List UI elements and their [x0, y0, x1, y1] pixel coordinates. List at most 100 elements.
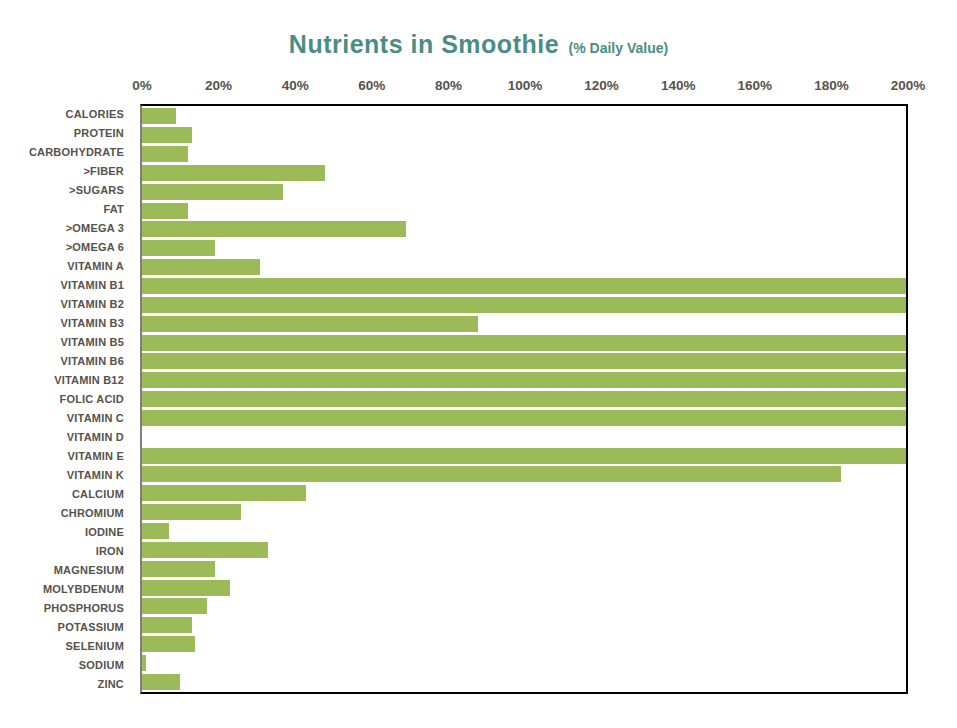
bar: [142, 353, 906, 369]
category-label: VITAMIN B2: [0, 294, 133, 313]
bar: [142, 523, 169, 539]
category-label: VITAMIN B6: [0, 351, 133, 370]
category-label: CHROMIUM: [0, 504, 133, 523]
x-tick-label: 40%: [282, 78, 309, 93]
category-label: VITAMIN K: [0, 466, 133, 485]
bar-row: [142, 672, 906, 691]
x-tick-label: 120%: [584, 78, 619, 93]
bar-row: [142, 597, 906, 616]
category-label: VITAMIN B5: [0, 332, 133, 351]
bar-row: [142, 314, 906, 333]
bar: [142, 278, 906, 294]
bar: [142, 655, 146, 671]
bar-row: [142, 503, 906, 522]
x-tick-label: 0%: [132, 78, 152, 93]
category-label: PROTEIN: [0, 123, 133, 142]
bar: [142, 108, 176, 124]
bar-row: [142, 107, 906, 126]
x-axis: 0%20%40%60%80%100%120%140%160%180%200%: [142, 78, 908, 96]
bar: [142, 297, 906, 313]
bar: [142, 391, 906, 407]
category-label: IODINE: [0, 523, 133, 542]
category-label: VITAMIN B1: [0, 275, 133, 294]
bar-row: [142, 446, 906, 465]
x-tick-label: 60%: [358, 78, 385, 93]
bar: [142, 316, 478, 332]
bar: [142, 561, 215, 577]
bar: [142, 146, 188, 162]
bar-row: [142, 258, 906, 277]
chart-canvas: Nutrients in Smoothie (% Daily Value) 0%…: [0, 0, 957, 728]
category-label: FAT: [0, 199, 133, 218]
category-label: CALORIES: [0, 104, 133, 123]
chart-title-main: Nutrients in Smoothie: [289, 30, 559, 58]
bar-row: [142, 578, 906, 597]
bar-row: [142, 653, 906, 672]
category-label: VITAMIN C: [0, 409, 133, 428]
bar-row: [142, 371, 906, 390]
bar-row: [142, 164, 906, 183]
category-label: SODIUM: [0, 656, 133, 675]
x-tick-label: 140%: [661, 78, 696, 93]
bar-row: [142, 465, 906, 484]
bar: [142, 165, 325, 181]
bar: [142, 485, 306, 501]
bar-row: [142, 484, 906, 503]
bar: [142, 335, 906, 351]
category-label: POTASSIUM: [0, 618, 133, 637]
chart-title-suffix: (% Daily Value): [569, 40, 669, 56]
bar-row: [142, 220, 906, 239]
category-label: VITAMIN B3: [0, 313, 133, 332]
x-tick-label: 80%: [435, 78, 462, 93]
bar: [142, 410, 906, 426]
bar: [142, 184, 283, 200]
bar: [142, 580, 230, 596]
bar-row: [142, 427, 906, 446]
bar: [142, 259, 260, 275]
bar-row: [142, 409, 906, 428]
x-tick-label: 20%: [205, 78, 232, 93]
bar: [142, 636, 195, 652]
category-label: PHOSPHORUS: [0, 599, 133, 618]
category-label: FOLIC ACID: [0, 389, 133, 408]
bar: [142, 203, 188, 219]
category-label: VITAMIN B12: [0, 370, 133, 389]
bar: [142, 127, 192, 143]
plot-area: [140, 104, 908, 694]
bar: [142, 542, 268, 558]
bar: [142, 240, 215, 256]
bar-row: [142, 277, 906, 296]
category-label: MAGNESIUM: [0, 561, 133, 580]
bar-row: [142, 635, 906, 654]
bar: [142, 674, 180, 690]
category-label: CALCIUM: [0, 485, 133, 504]
bar: [142, 617, 192, 633]
bar: [142, 504, 241, 520]
bar: [142, 221, 406, 237]
category-label: >FIBER: [0, 161, 133, 180]
category-label: ZINC: [0, 675, 133, 694]
category-label: >OMEGA 3: [0, 218, 133, 237]
y-axis-labels: CALORIESPROTEINCARBOHYDRATE>FIBER>SUGARS…: [0, 104, 133, 694]
category-label: CARBOHYDRATE: [0, 142, 133, 161]
bar-row: [142, 352, 906, 371]
category-label: VITAMIN E: [0, 447, 133, 466]
bar-row: [142, 522, 906, 541]
bar-row: [142, 559, 906, 578]
category-label: >OMEGA 6: [0, 237, 133, 256]
bar-row: [142, 126, 906, 145]
bar-row: [142, 295, 906, 314]
bar: [142, 466, 841, 482]
x-tick-label: 160%: [738, 78, 773, 93]
x-tick-label: 200%: [891, 78, 926, 93]
category-label: IRON: [0, 542, 133, 561]
bar-row: [142, 540, 906, 559]
category-label: VITAMIN D: [0, 428, 133, 447]
chart-title: Nutrients in Smoothie (% Daily Value): [0, 30, 957, 59]
bar-row: [142, 182, 906, 201]
category-label: >SUGARS: [0, 180, 133, 199]
bar: [142, 372, 906, 388]
x-tick-label: 180%: [814, 78, 849, 93]
category-label: MOLYBDENUM: [0, 580, 133, 599]
bar: [142, 448, 906, 464]
